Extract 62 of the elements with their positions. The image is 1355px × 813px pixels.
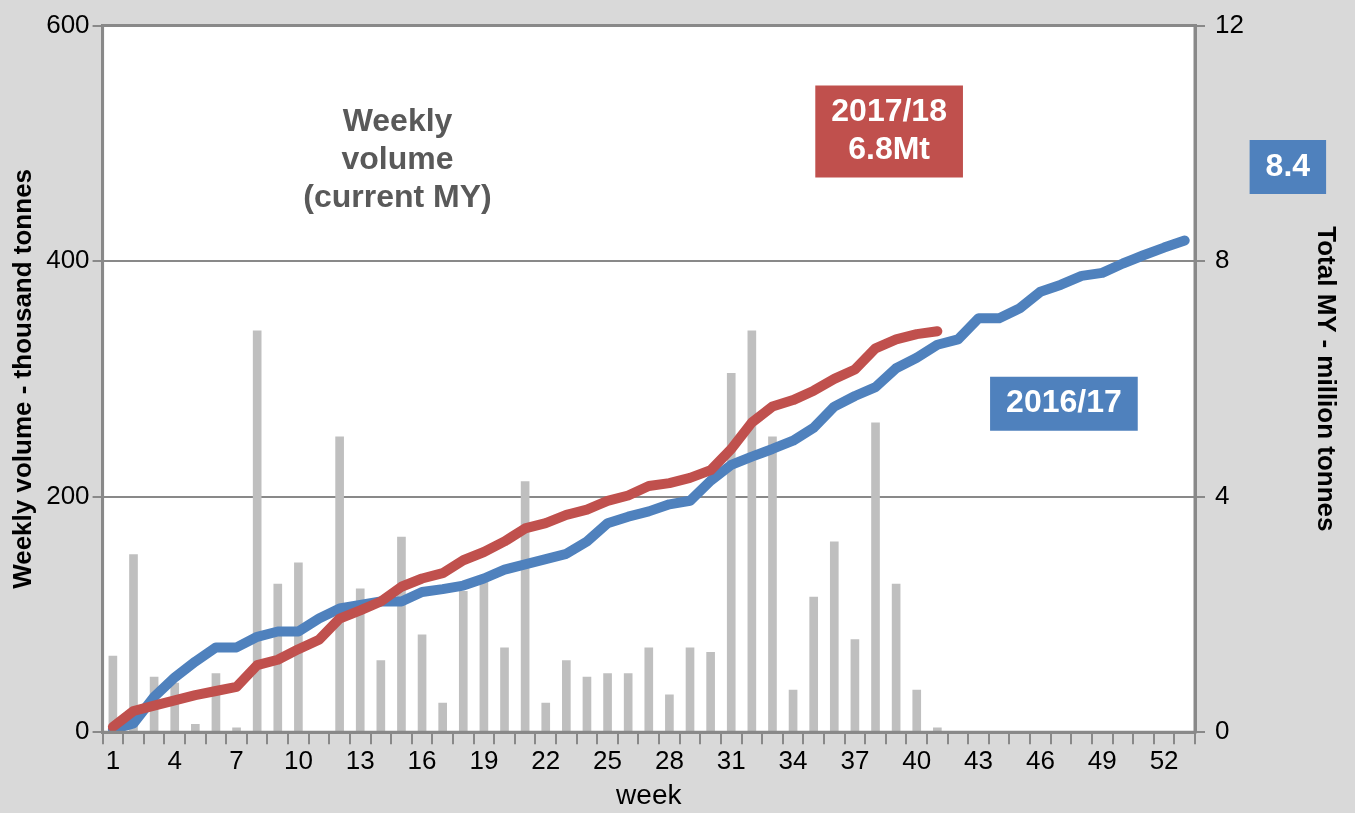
bar (541, 702, 551, 732)
bar (726, 373, 736, 732)
bar (603, 673, 612, 732)
x-tick-label: 28 (654, 744, 684, 775)
bar (479, 580, 489, 732)
bar (788, 689, 798, 732)
bar (582, 676, 592, 732)
bar (562, 660, 571, 732)
bar (829, 541, 839, 732)
bar (850, 639, 860, 732)
bar (438, 702, 447, 732)
bar (335, 436, 344, 732)
x-tick-label: 4 (167, 744, 182, 775)
x-tick-label: 7 (229, 744, 244, 775)
bar (376, 660, 386, 732)
y-tick-label: 200 (46, 479, 90, 510)
x-tick-label: 52 (1149, 744, 1179, 775)
x-tick-label: 19 (469, 744, 499, 775)
x-tick-label: 1 (105, 744, 121, 775)
x-tick-label: 34 (778, 744, 808, 775)
bar (912, 689, 922, 732)
bar (665, 694, 674, 732)
x-tick-label: 37 (840, 744, 870, 775)
y-tick-label: 0 (75, 715, 90, 746)
y2-tick-label: 12 (1215, 8, 1244, 39)
bar (768, 436, 777, 732)
x-tick-label: 43 (964, 744, 994, 775)
y2-tick-label: 0 (1215, 715, 1230, 746)
bar (871, 422, 880, 732)
x-tick-label: 49 (1087, 744, 1117, 775)
bar (644, 647, 654, 732)
y2-tick-label: 8 (1215, 244, 1230, 275)
annotation: Weekly volume (current MY) (303, 101, 492, 214)
x-tick-label: 13 (345, 744, 375, 775)
bar (232, 727, 241, 732)
y-tick-label: 400 (46, 244, 90, 275)
bar (706, 652, 715, 732)
bar (809, 596, 819, 732)
bar (191, 723, 200, 732)
x-tick-label: 46 (1025, 744, 1055, 775)
y2-tick-label: 4 (1215, 479, 1230, 510)
bar (500, 647, 509, 732)
bar (933, 727, 942, 732)
bar (623, 673, 633, 732)
x-tick-label: 40 (902, 744, 932, 775)
y-axis-title: Weekly volume - thousand tonnes (6, 168, 37, 589)
annotation: 6.8Mt (848, 130, 931, 167)
x-tick-label: 31 (716, 744, 746, 775)
x-tick-label: 25 (593, 744, 623, 775)
bar (458, 590, 468, 732)
bar (417, 634, 427, 732)
x-axis-title: week (615, 778, 683, 810)
x-tick-label: 22 (531, 744, 561, 775)
text: 8.4 (1265, 146, 1311, 183)
bar (685, 647, 695, 732)
bar (891, 583, 901, 732)
x-tick-label: 16 (407, 744, 437, 775)
y2-axis-title: Total MY - million tonnes (1312, 226, 1343, 532)
x-tick-label: 10 (283, 744, 313, 775)
text: 2017/18 (831, 92, 947, 129)
text: 2016/17 (1006, 383, 1122, 420)
y-tick-label: 600 (46, 8, 90, 39)
